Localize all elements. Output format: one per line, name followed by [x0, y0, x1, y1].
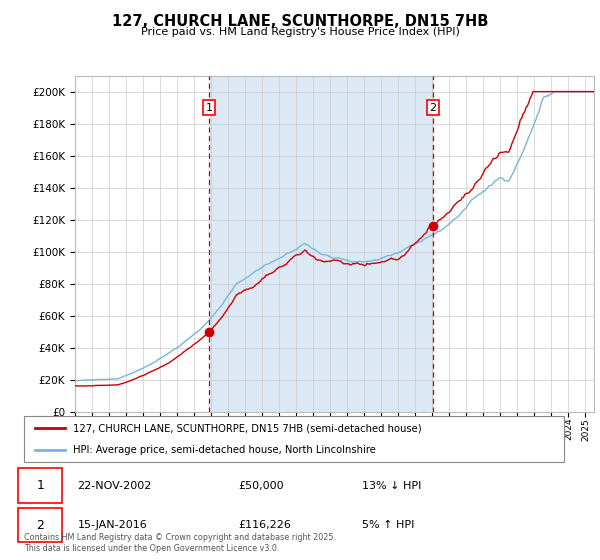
Text: 5% ↑ HPI: 5% ↑ HPI [362, 520, 415, 530]
FancyBboxPatch shape [19, 469, 62, 502]
Text: 2: 2 [430, 102, 437, 113]
Text: 13% ↓ HPI: 13% ↓ HPI [362, 480, 422, 491]
Text: 22-NOV-2002: 22-NOV-2002 [77, 480, 152, 491]
Text: £50,000: £50,000 [238, 480, 284, 491]
Text: HPI: Average price, semi-detached house, North Lincolnshire: HPI: Average price, semi-detached house,… [73, 445, 376, 455]
Bar [209, 76, 433, 412]
Text: 15-JAN-2016: 15-JAN-2016 [77, 520, 148, 530]
Text: £116,226: £116,226 [238, 520, 291, 530]
FancyBboxPatch shape [24, 416, 564, 462]
Text: 127, CHURCH LANE, SCUNTHORPE, DN15 7HB (semi-detached house): 127, CHURCH LANE, SCUNTHORPE, DN15 7HB (… [73, 423, 421, 433]
Text: Price paid vs. HM Land Registry's House Price Index (HPI): Price paid vs. HM Land Registry's House … [140, 27, 460, 37]
Text: 127, CHURCH LANE, SCUNTHORPE, DN15 7HB: 127, CHURCH LANE, SCUNTHORPE, DN15 7HB [112, 14, 488, 29]
Text: 2: 2 [37, 519, 44, 532]
FancyBboxPatch shape [19, 508, 62, 542]
Text: 1: 1 [37, 479, 44, 492]
Text: Contains HM Land Registry data © Crown copyright and database right 2025.
This d: Contains HM Land Registry data © Crown c… [24, 533, 336, 553]
Text: 1: 1 [206, 102, 212, 113]
